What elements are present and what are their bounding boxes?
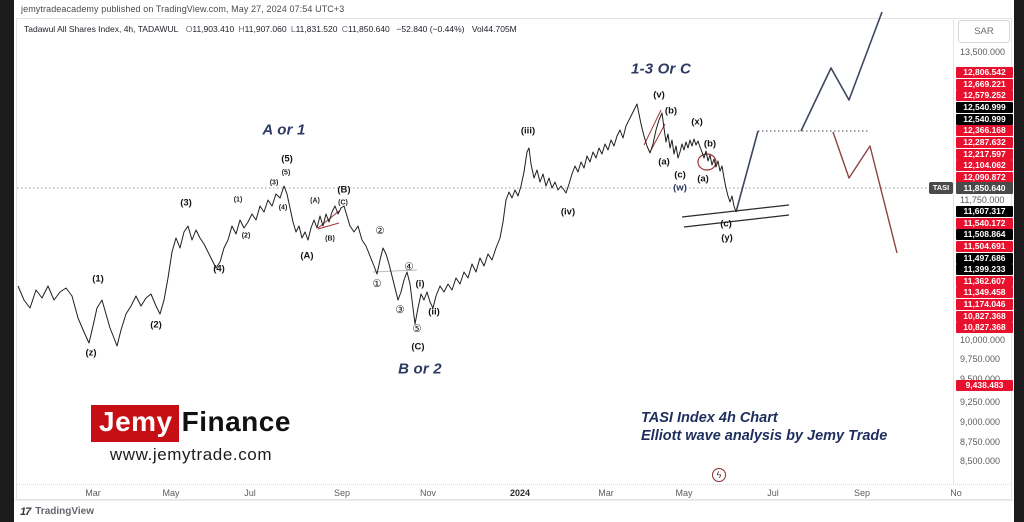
lightning-glyph: ϟ: [716, 470, 722, 480]
time-tick-label: May: [675, 488, 693, 498]
time-tick-label: Sep: [853, 488, 871, 498]
current-price-badge: 11,850.640: [956, 182, 1013, 194]
ohlc-key: H: [238, 24, 245, 34]
brand-logo: Jemy Finance www.jemytrade.com: [91, 405, 291, 465]
symbol-tag-badge: TASI: [929, 182, 953, 194]
ohlc-value: 11,907.060: [244, 24, 291, 34]
ohlc-key: L: [290, 24, 296, 34]
ohlc-value: 11,903.410: [192, 24, 239, 34]
ohlc-value: 11,831.520: [295, 24, 342, 34]
change-value: −52.840 (−0.44%): [396, 24, 465, 34]
time-tick-label: Nov: [419, 488, 437, 498]
tradingview-watermark: TradingView: [35, 506, 94, 517]
right-dark-strip: [1014, 0, 1024, 522]
caption-line-2: Elliott wave analysis by Jemy Trade: [641, 428, 888, 444]
bottom-bar: 17 TradingView: [14, 500, 1014, 522]
time-tick-label: Jul: [767, 488, 779, 498]
symbol-legend: Tadawul All Shares Index, 4h, TADAWUL O1…: [24, 24, 517, 34]
price-axis-border: [953, 18, 954, 484]
currency-label: SAR: [958, 20, 1010, 43]
volume-value: Vol44.705M: [471, 24, 517, 34]
tradingview-logo-icon: 17: [20, 505, 31, 518]
logo-finance: Finance: [181, 406, 291, 437]
flash-icon[interactable]: ϟ: [712, 468, 726, 482]
time-tick-label: 2024: [509, 488, 531, 498]
chart-caption: TASI Index 4h Chart Elliott wave analysi…: [641, 409, 887, 445]
time-tick-label: Mar: [598, 488, 614, 498]
ohlc-values: O11,903.410 H11,907.060 L11,831.520 C11,…: [186, 24, 394, 34]
time-axis[interactable]: Mar May Jul Sep Nov 2024 Mar May Jul Sep No: [17, 484, 1012, 501]
time-tick-label: Jul: [244, 488, 256, 498]
ohlc-key: C: [341, 24, 348, 34]
logo-jemy: Jemy: [91, 405, 179, 442]
symbol-title: Tadawul All Shares Index, 4h, TADAWUL: [24, 24, 179, 34]
ohlc-key: O: [185, 24, 193, 34]
caption-line-1: TASI Index 4h Chart: [641, 410, 778, 426]
published-by-line: jemytradeacademy published on TradingVie…: [21, 4, 345, 14]
time-tick-label: Mar: [85, 488, 101, 498]
time-tick-label: No: [950, 488, 962, 498]
time-tick-label: May: [162, 488, 180, 498]
ohlc-value: 11,850.640: [347, 24, 395, 34]
website-url: www.jemytrade.com: [109, 445, 273, 464]
time-tick-label: Sep: [333, 488, 351, 498]
left-dark-strip: [0, 0, 14, 522]
